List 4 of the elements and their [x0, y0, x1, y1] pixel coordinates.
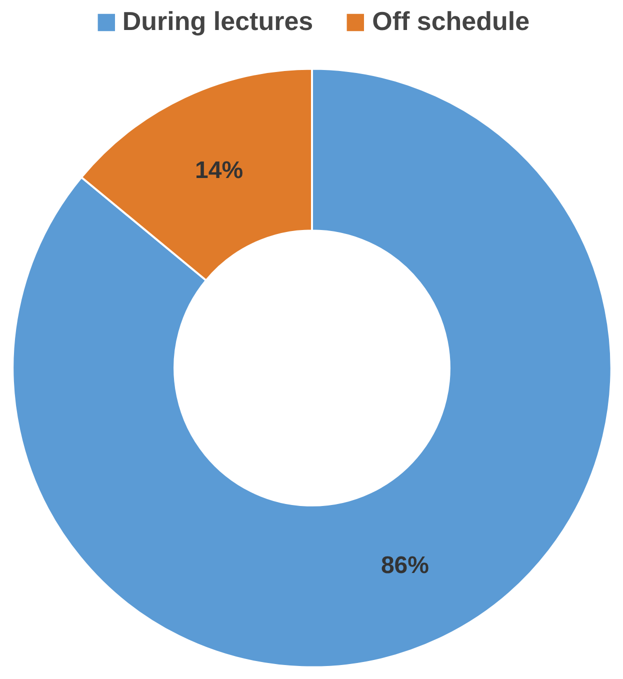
- data-label: 86%: [380, 552, 429, 580]
- data-label: 14%: [195, 156, 244, 184]
- legend-label: Off schedule: [372, 6, 530, 37]
- legend-label: During lectures: [122, 6, 314, 37]
